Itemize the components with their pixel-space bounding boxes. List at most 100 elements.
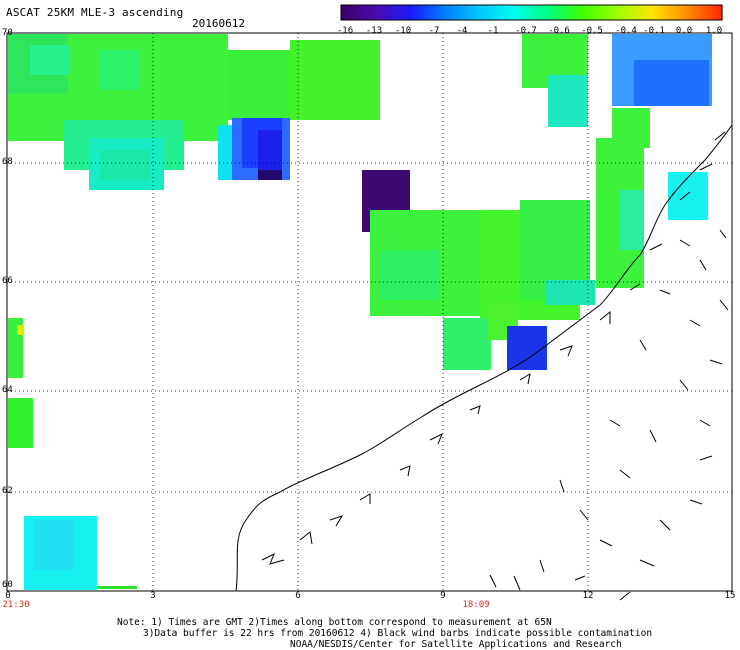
- colorbar-segment: [453, 5, 456, 20]
- lon-label: 6: [295, 591, 301, 601]
- colorbar-segment: [341, 5, 344, 20]
- colorbar-segment: [361, 5, 364, 20]
- colorbar-segment: [711, 5, 715, 20]
- footnote-line: Note: 1) Times are GMT 2)Times along bot…: [117, 617, 552, 628]
- colorbar-segment: [465, 5, 468, 20]
- colorbar-tick: 1.0: [705, 26, 723, 36]
- colorbar-segment: [611, 5, 615, 20]
- colorbar-segment: [481, 5, 484, 20]
- colorbar-segment: [489, 5, 492, 20]
- colorbar-segment: [473, 5, 476, 20]
- colorbar-segment: [513, 5, 517, 20]
- colorbar-segment: [673, 5, 677, 20]
- colorbar-segment: [685, 5, 689, 20]
- colorbar-segment: [405, 5, 408, 20]
- colorbar-segment: [651, 5, 655, 20]
- colorbar-segment: [401, 5, 404, 20]
- colorbar-segment: [575, 5, 579, 20]
- colorbar-segment: [419, 5, 422, 20]
- lon-label: 12: [582, 591, 594, 601]
- map-title: ASCAT 25KM MLE-3 ascending: [6, 6, 184, 19]
- colorbar-segment: [511, 5, 515, 20]
- lon-label: 0: [5, 591, 11, 601]
- colorbar-segment: [437, 5, 440, 20]
- colorbar-segment: [483, 5, 486, 20]
- colorbar-segment: [457, 5, 460, 20]
- colorbar-segment: [407, 5, 410, 20]
- colorbar-segment: [559, 5, 563, 20]
- colorbar-segment: [557, 5, 561, 20]
- colorbar-segment: [571, 5, 575, 20]
- colorbar-segment: [595, 5, 599, 20]
- colorbar-segment: [509, 5, 513, 20]
- colorbar-segment: [365, 5, 368, 20]
- lat-label: 68: [2, 157, 13, 167]
- colorbar-segment: [603, 5, 607, 20]
- colorbar-segment: [577, 5, 581, 20]
- colorbar-segment: [431, 5, 434, 20]
- colorbar-segment: [529, 5, 533, 20]
- colorbar-segment: [425, 5, 428, 20]
- colorbar-segment: [627, 5, 631, 20]
- colorbar-labels: -16 -13 -10 -7 -4 -1 -0.7 -0.6 -0.5 -0.4…: [336, 26, 728, 36]
- colorbar-segment: [641, 5, 645, 20]
- colorbar-segment: [585, 5, 589, 20]
- colorbar-segment: [613, 5, 617, 20]
- footnote-line: NOAA/NESDIS/Center for Satellite Applica…: [290, 639, 622, 650]
- colorbar-segment: [717, 5, 721, 20]
- colorbar-segment: [387, 5, 390, 20]
- time-label: 18:09: [462, 600, 490, 610]
- colorbar-segment: [677, 5, 681, 20]
- colorbar-segment: [493, 5, 497, 20]
- colorbar-segment: [691, 5, 695, 20]
- colorbar-border: [340, 4, 723, 21]
- colorbar-segment: [709, 5, 713, 20]
- time-label: 21:30: [2, 600, 30, 610]
- colorbar-segment: [705, 5, 709, 20]
- colorbar-segment: [347, 5, 350, 20]
- colorbar-segment: [537, 5, 541, 20]
- map-date: 20160612: [192, 17, 245, 30]
- colorbar-segment: [549, 5, 553, 20]
- colorbar-segment: [349, 5, 352, 20]
- colorbar-segment: [417, 5, 420, 20]
- colorbar-segment: [415, 5, 418, 20]
- colorbar-segment: [661, 5, 665, 20]
- colorbar-segment: [535, 5, 539, 20]
- colorbar-segment: [383, 5, 386, 20]
- colorbar-segment: [343, 5, 346, 20]
- colorbar-segment: [505, 5, 509, 20]
- colorbar-segment: [389, 5, 392, 20]
- colorbar-segment: [695, 5, 699, 20]
- colorbar-segment: [555, 5, 559, 20]
- colorbar-segment: [579, 5, 583, 20]
- colorbar-segment: [605, 5, 609, 20]
- colorbar-segment: [527, 5, 531, 20]
- colorbar-segment: [463, 5, 466, 20]
- colorbar-segment: [589, 5, 593, 20]
- colorbar-tick: -16: [336, 26, 354, 36]
- colorbar-segment: [675, 5, 679, 20]
- colorbar-segment: [623, 5, 627, 20]
- colorbar-segment: [635, 5, 639, 20]
- colorbar-segment: [593, 5, 597, 20]
- colorbar-segment: [403, 5, 406, 20]
- colorbar-segment: [439, 5, 442, 20]
- colorbar-segment: [561, 5, 565, 20]
- colorbar-segment: [421, 5, 424, 20]
- colorbar-segment: [669, 5, 673, 20]
- colorbar-segment: [639, 5, 643, 20]
- colorbar-tick: -0.7: [515, 26, 537, 36]
- colorbar-segment: [553, 5, 557, 20]
- colorbar-segment: [659, 5, 663, 20]
- colorbar-segment: [351, 5, 354, 20]
- colorbar-tick: -0.1: [643, 26, 665, 36]
- colorbar-segment: [581, 5, 585, 20]
- colorbar-segment: [427, 5, 430, 20]
- colorbar-tick: -0.6: [548, 26, 570, 36]
- colorbar-segment: [697, 5, 701, 20]
- colorbar-segment: [601, 5, 605, 20]
- colorbar-segment: [541, 5, 545, 20]
- colorbar-segment: [449, 5, 452, 20]
- colorbar-segment: [687, 5, 691, 20]
